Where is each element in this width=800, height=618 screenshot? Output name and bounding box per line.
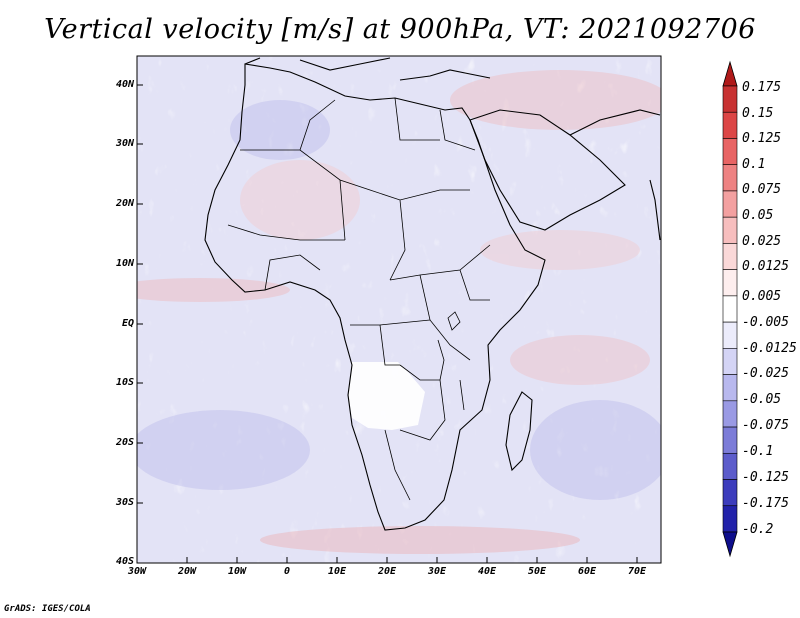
colorbar-label: 0.05 bbox=[742, 208, 774, 223]
colorbar-segment bbox=[722, 111, 738, 139]
lat-label-20n: 20N bbox=[115, 198, 134, 209]
lat-label-10s: 10S bbox=[115, 377, 134, 388]
lat-label-20s: 20S bbox=[115, 437, 134, 448]
velocity-field bbox=[137, 56, 661, 563]
colorbar-label: 0.005 bbox=[742, 289, 782, 304]
borders bbox=[227, 97, 491, 501]
map-title: Vertical velocity [m/s] at 900hPa, VT: 2… bbox=[44, 14, 756, 45]
lon-label-70e: 70E bbox=[627, 566, 647, 577]
credit-text: GrADS: IGES/COLA bbox=[4, 604, 91, 614]
lon-label-0: 0 bbox=[283, 566, 291, 577]
colorbar-label: 0.075 bbox=[742, 182, 782, 197]
lon-label-10w: 10W bbox=[227, 566, 247, 577]
colorbar-segment bbox=[722, 426, 738, 454]
colorbar-label: 0.125 bbox=[742, 131, 782, 146]
colorbar-label: 0.025 bbox=[742, 234, 782, 249]
colorbar-label: -0.075 bbox=[742, 418, 789, 433]
colorbar-segment bbox=[722, 190, 738, 218]
colorbar-top-arrow bbox=[722, 60, 738, 87]
colorbar-label: -0.125 bbox=[742, 470, 789, 485]
colorbar-label: -0.2 bbox=[742, 522, 774, 537]
colorbar-label: 0.175 bbox=[742, 80, 782, 95]
colorbar-segment bbox=[722, 216, 738, 244]
colorbar-segment bbox=[722, 505, 738, 533]
colorbar-segment bbox=[722, 164, 738, 192]
colorbar-label: 0.1 bbox=[742, 157, 766, 172]
colorbar-segment bbox=[722, 400, 738, 428]
coastlines bbox=[204, 57, 661, 531]
lon-label-20w: 20W bbox=[177, 566, 197, 577]
colorbar-segment bbox=[722, 374, 738, 402]
lat-label-10n: 10N bbox=[115, 258, 134, 269]
lon-label-60e: 60E bbox=[577, 566, 597, 577]
colorbar-label: -0.1 bbox=[742, 444, 774, 459]
colorbar-label: -0.005 bbox=[742, 315, 789, 330]
colorbar-bottom-arrow bbox=[722, 531, 738, 558]
lon-label-10e: 10E bbox=[327, 566, 347, 577]
lat-label-40s: 40S bbox=[115, 556, 134, 567]
lat-label-30n: 30N bbox=[115, 138, 134, 149]
lat-label-40n: 40N bbox=[115, 79, 134, 90]
colorbar-segment bbox=[722, 138, 738, 166]
colorbar-label: -0.175 bbox=[742, 496, 789, 511]
plot-frame bbox=[136, 55, 662, 564]
colorbar-segment bbox=[722, 479, 738, 507]
colorbar-label: -0.025 bbox=[742, 366, 789, 381]
lon-label-40e: 40E bbox=[477, 566, 497, 577]
colorbar-segment bbox=[722, 321, 738, 349]
colorbar-segment bbox=[722, 295, 738, 323]
lon-label-30e: 30E bbox=[427, 566, 447, 577]
colorbar-segment bbox=[722, 269, 738, 297]
colorbar-label: -0.0125 bbox=[742, 341, 797, 356]
colorbar-segment bbox=[722, 452, 738, 480]
lon-label-30w: 30W bbox=[127, 566, 147, 577]
colorbar-label: 0.0125 bbox=[742, 259, 789, 274]
axis-ticks bbox=[137, 84, 638, 563]
colorbar-label: 0.15 bbox=[742, 106, 774, 121]
colorbar-segment bbox=[722, 348, 738, 375]
colorbar-segment bbox=[722, 243, 738, 270]
lon-label-50e: 50E bbox=[527, 566, 547, 577]
colorbar-label: -0.05 bbox=[742, 392, 782, 407]
lon-label-20e: 20E bbox=[377, 566, 397, 577]
lat-label-30s: 30S bbox=[115, 497, 134, 508]
colorbar-segment bbox=[722, 85, 738, 113]
lat-label-eq: EQ bbox=[121, 318, 134, 329]
colorbar bbox=[722, 60, 738, 558]
